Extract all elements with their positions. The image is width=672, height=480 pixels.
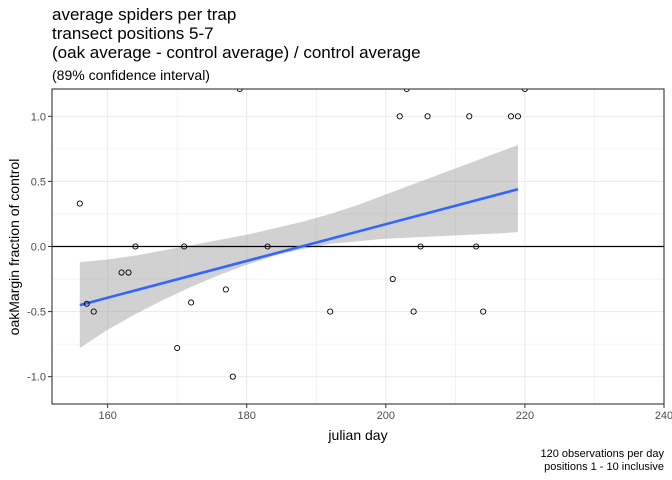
x-tick-label: 160	[98, 410, 116, 422]
data-point	[264, 243, 271, 250]
y-tick-label: -0.5	[27, 307, 46, 319]
data-point	[174, 344, 181, 352]
chart-caption-line: 120 observations per day	[540, 448, 664, 460]
y-tick-label: 1.0	[31, 111, 46, 123]
data-point	[229, 373, 236, 380]
chart-title: average spiders per trap transect positio…	[52, 5, 421, 62]
chart-subtitle: (89% confidence interval)	[52, 67, 210, 83]
chart-title-line: transect positions 5-7	[52, 24, 214, 43]
data-point	[118, 269, 125, 276]
data-point	[83, 300, 90, 307]
data-point	[507, 113, 515, 120]
data-point	[480, 308, 487, 315]
x-tick-label: 180	[238, 410, 256, 422]
chart-caption: 120 observations per day positions 1 - 10…	[540, 448, 664, 473]
plot-inner	[52, 89, 664, 404]
data-point	[389, 275, 396, 283]
chart-title-line: average spiders per trap	[52, 5, 236, 24]
plot-area: 160 180 200 220 240 -1.0 -0.5 0.0 0.5 1.0	[27, 88, 672, 422]
data-point	[132, 243, 139, 250]
data-point	[222, 286, 229, 293]
data-point	[396, 113, 403, 120]
chart-title-line: (oak average - control average) / contro…	[52, 43, 421, 62]
data-point	[514, 113, 522, 120]
data-point	[188, 299, 195, 306]
data-point	[417, 243, 424, 250]
x-axis-label: julian day	[327, 427, 387, 443]
data-point	[327, 308, 334, 315]
data-point	[473, 243, 480, 250]
y-tick-label: -1.0	[27, 372, 46, 384]
data-point	[90, 308, 97, 315]
data-point	[466, 113, 473, 120]
fit-line	[79, 187, 519, 307]
data-point	[76, 200, 83, 207]
y-tick-label: 0.0	[31, 242, 46, 254]
x-tick-label: 200	[377, 410, 395, 422]
data-point	[424, 113, 431, 120]
x-tick-label: 220	[516, 410, 534, 422]
x-tick-label: 240	[655, 410, 672, 422]
data-point	[181, 243, 188, 250]
chart-caption-line: positions 1 - 10 inclusive	[544, 461, 664, 473]
y-tick-label: 0.5	[31, 176, 46, 188]
y-axis-label: oakMargin fraction of control	[6, 159, 22, 336]
data-point	[410, 308, 417, 315]
data-point	[125, 269, 132, 276]
